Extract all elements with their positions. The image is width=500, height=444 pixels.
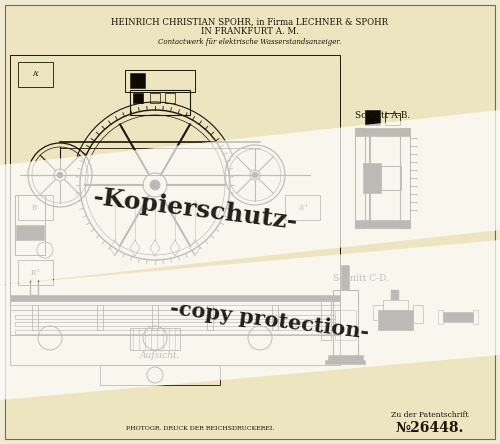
Bar xyxy=(18,62,53,87)
Bar xyxy=(152,305,158,330)
Polygon shape xyxy=(0,110,500,285)
Bar xyxy=(400,128,410,228)
Bar xyxy=(10,310,340,365)
Bar xyxy=(15,330,335,334)
Bar xyxy=(335,310,356,340)
Bar xyxy=(325,360,365,364)
Text: B': B' xyxy=(32,203,39,211)
Bar xyxy=(413,305,423,323)
Text: Zu der Patentschrift: Zu der Patentschrift xyxy=(391,411,469,419)
Bar xyxy=(18,195,53,220)
Bar xyxy=(473,310,478,324)
Bar xyxy=(355,220,410,228)
Text: B'¹: B'¹ xyxy=(30,269,40,277)
Text: Schnitt C-D.: Schnitt C-D. xyxy=(333,274,389,282)
Bar xyxy=(130,73,145,88)
Text: A'¹: A'¹ xyxy=(298,203,308,211)
Bar xyxy=(18,260,53,285)
Polygon shape xyxy=(0,240,500,400)
Text: IN FRANKFURT A. M.: IN FRANKFURT A. M. xyxy=(201,28,299,36)
Text: №26448.: №26448. xyxy=(396,421,464,435)
Bar xyxy=(363,163,381,193)
Circle shape xyxy=(252,172,258,178)
Bar xyxy=(383,300,408,310)
Text: Schnitt A-B.: Schnitt A-B. xyxy=(355,111,410,119)
Text: A': A' xyxy=(32,71,39,79)
Bar xyxy=(443,312,473,322)
Bar xyxy=(328,355,363,360)
Bar xyxy=(32,305,38,330)
Bar xyxy=(333,290,358,360)
Text: -Kopierschutz-: -Kopierschutz- xyxy=(91,186,299,234)
Text: PHOTOGR. DRUCK DER REICHSDRUCKEREI.: PHOTOGR. DRUCK DER REICHSDRUCKEREI. xyxy=(126,425,274,431)
Bar xyxy=(97,305,103,330)
Bar xyxy=(100,365,220,385)
Bar xyxy=(391,290,399,300)
Bar xyxy=(207,305,213,330)
Bar xyxy=(373,305,383,320)
Bar xyxy=(150,93,160,103)
Bar xyxy=(10,301,340,305)
Bar xyxy=(10,295,340,301)
Circle shape xyxy=(150,180,160,190)
Bar xyxy=(285,195,320,220)
Bar xyxy=(130,328,180,350)
Bar xyxy=(133,93,143,103)
Bar xyxy=(355,128,365,228)
Bar xyxy=(125,70,195,92)
Bar xyxy=(16,225,44,240)
Circle shape xyxy=(57,172,63,178)
Bar xyxy=(15,322,335,326)
Bar xyxy=(130,90,190,115)
Bar xyxy=(10,55,340,335)
Bar xyxy=(381,166,401,190)
Bar xyxy=(15,315,335,319)
Bar xyxy=(341,265,349,290)
Bar xyxy=(15,195,45,255)
Text: -copy protection-: -copy protection- xyxy=(170,298,370,342)
Bar xyxy=(272,305,278,330)
Bar xyxy=(378,310,413,330)
Bar xyxy=(385,113,400,125)
Bar xyxy=(365,110,380,125)
Bar xyxy=(355,128,410,136)
Text: Aufsicht.: Aufsicht. xyxy=(140,350,180,360)
Bar xyxy=(165,93,175,103)
Bar xyxy=(321,300,331,340)
Text: Contactwerk für elektrische Wasserstandsanzeiger.: Contactwerk für elektrische Wasserstands… xyxy=(158,38,342,46)
Text: HEINRICH CHRISTIAN SPOHR, in Firma LECHNER & SPOHR: HEINRICH CHRISTIAN SPOHR, in Firma LECHN… xyxy=(112,17,388,27)
Bar xyxy=(438,310,443,324)
